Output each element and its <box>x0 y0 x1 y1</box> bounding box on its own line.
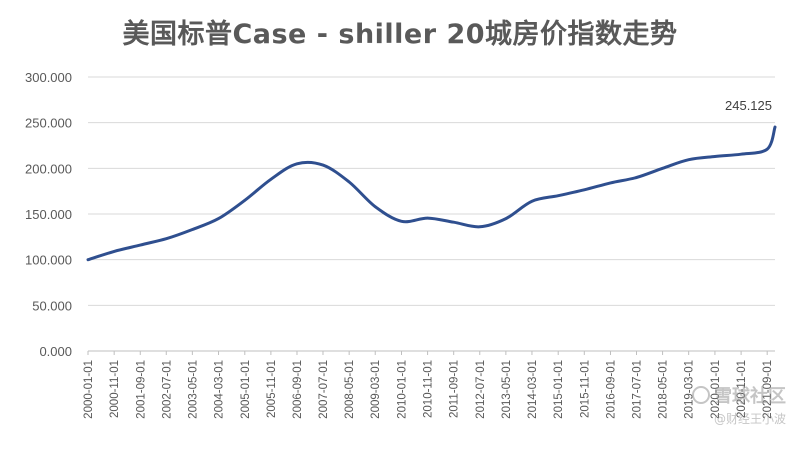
data-point <box>165 237 168 240</box>
x-tick-label: 2019-03-01 <box>684 360 696 419</box>
data-label: 245.125 <box>725 98 772 113</box>
data-point <box>295 162 299 165</box>
x-tick-label: 2007-07-01 <box>318 360 330 419</box>
watermark-name-text: 雪球社区 <box>714 386 786 407</box>
x-tick-label: 2015-01-01 <box>553 360 565 419</box>
watermark-name: 雪球社区 <box>692 382 786 408</box>
x-tick-label: 2020-11-01 <box>736 360 748 418</box>
data-point <box>86 258 90 261</box>
x-tick-label: 2011-09-01 <box>449 360 461 418</box>
x-tick-label: 2017-07-01 <box>631 360 643 419</box>
x-axis-ticks: 2000-01-01 2000-11-01 2001-09-01 2002-07-01… <box>83 351 774 419</box>
data-point <box>739 152 743 156</box>
data-point <box>530 200 534 203</box>
x-tick-label: 2021-09-01 <box>762 360 774 419</box>
data-point <box>191 228 194 231</box>
data-point <box>583 188 586 191</box>
data-point <box>504 217 508 220</box>
y-tick-label: 200.000 <box>25 161 72 176</box>
data-point <box>557 194 560 197</box>
chart-title: 美国标普Case - shiller 20城房价指数走势 <box>122 19 678 50</box>
data-point <box>217 217 220 220</box>
data-point <box>478 225 481 228</box>
gridlines <box>88 76 775 352</box>
data-point <box>321 163 325 167</box>
x-tick-label: 2014-03-01 <box>527 360 539 419</box>
data-point <box>609 181 612 185</box>
y-tick-label: 250.000 <box>25 116 72 131</box>
data-label-layer: 245.125 <box>725 98 772 113</box>
snowball-logo-icon <box>692 386 710 404</box>
x-tick-label: 2002-07-01 <box>161 360 173 419</box>
x-tick-label: 2015-11-01 <box>579 360 591 418</box>
y-tick-label: 50.000 <box>32 298 72 313</box>
x-tick-label: 2004-03-01 <box>214 360 226 419</box>
series-line <box>86 125 777 262</box>
x-tick-label: 2012-07-01 <box>475 360 487 419</box>
y-tick-label: 0.000 <box>39 344 72 359</box>
x-tick-label: 2008-05-01 <box>344 360 356 419</box>
x-tick-label: 2003-05-01 <box>187 360 199 419</box>
data-point <box>426 216 429 220</box>
series-line-layer <box>86 125 777 262</box>
y-axis-ticks: 0.000 50.000 100.000 150.000 200.000 250.000 3… <box>25 70 72 359</box>
data-point <box>400 220 403 223</box>
y-tick-label: 300.000 <box>25 70 72 85</box>
data-point <box>269 178 273 181</box>
data-point <box>661 167 664 170</box>
data-point <box>243 199 246 202</box>
x-tick-label: 2005-01-01 <box>240 360 252 419</box>
x-tick-label: 2010-01-01 <box>397 360 409 419</box>
x-tick-label: 2009-03-01 <box>370 360 382 419</box>
x-tick-label: 2006-09-01 <box>292 360 304 419</box>
x-tick-label: 2020-01-01 <box>710 360 722 419</box>
x-tick-label: 2018-05-01 <box>658 360 670 419</box>
data-point <box>374 205 377 208</box>
x-tick-label: 2000-11-01 <box>109 360 121 418</box>
x-tick-label: 2001-09-01 <box>135 360 147 419</box>
data-point <box>112 250 116 253</box>
data-point <box>713 155 717 158</box>
y-tick-label: 150.000 <box>25 207 72 222</box>
watermark-author: @财经王小波 <box>713 412 786 426</box>
data-point <box>635 176 638 179</box>
x-tick-label: 2005-11-01 <box>266 360 278 418</box>
x-tick-label: 2010-11-01 <box>423 360 435 418</box>
x-tick-label: 2016-09-01 <box>605 360 617 419</box>
data-point <box>347 180 351 184</box>
y-tick-label: 100.000 <box>25 253 72 268</box>
data-point <box>773 125 777 129</box>
data-point <box>687 158 690 161</box>
x-tick-label: 2013-05-01 <box>501 360 513 419</box>
data-point <box>765 147 769 151</box>
data-point <box>452 221 455 224</box>
data-point <box>139 243 142 247</box>
watermark: 雪球社区 @财经王小波 <box>692 382 786 427</box>
x-tick-label: 2000-01-01 <box>83 360 95 419</box>
